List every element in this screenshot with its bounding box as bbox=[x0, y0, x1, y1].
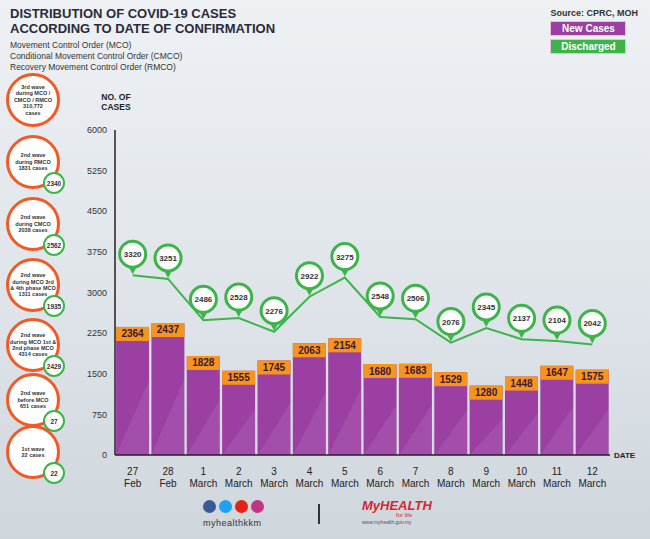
html-text:MyHEALTH: MyHEALTH bbox=[362, 498, 432, 513]
html-text:2038 cases: 2038 cases bbox=[18, 227, 48, 234]
html-text:651 cases: 651 cases bbox=[20, 403, 46, 410]
svg-text:1500: 1500 bbox=[87, 369, 107, 379]
svg-text:6000: 6000 bbox=[87, 125, 107, 135]
svg-text:3750: 3750 bbox=[87, 247, 107, 257]
svg-text:1683: 1683 bbox=[404, 365, 427, 376]
html-text:2nd phase MCO: 2nd phase MCO bbox=[12, 345, 54, 351]
html-text:2429: 2429 bbox=[46, 362, 62, 370]
svg-text:1March: 1March bbox=[189, 466, 217, 489]
svg-text:9March: 9March bbox=[472, 466, 500, 489]
html-text:1311 cases: 1311 cases bbox=[18, 291, 48, 298]
html-text:during CMCO: during CMCO bbox=[15, 220, 51, 227]
svg-text:1555: 1555 bbox=[228, 372, 251, 383]
svg-text:2364: 2364 bbox=[121, 328, 144, 339]
html-text:22 cases: 22 cases bbox=[21, 452, 45, 458]
svg-text:2437: 2437 bbox=[157, 324, 180, 335]
html-text:4314 cases: 4314 cases bbox=[18, 351, 48, 358]
svg-text:750: 750 bbox=[92, 410, 107, 420]
html-text:DATE: DATE bbox=[614, 451, 636, 460]
svg-text:1575: 1575 bbox=[581, 371, 604, 382]
svg-text:3275: 3275 bbox=[336, 253, 354, 262]
svg-text:10March: 10March bbox=[508, 466, 536, 489]
html-text:2nd wave: 2nd wave bbox=[20, 214, 46, 221]
html-text:during MCO /: during MCO / bbox=[15, 90, 51, 97]
html-text:2nd wave: 2nd wave bbox=[20, 152, 46, 159]
svg-text:2922: 2922 bbox=[301, 272, 319, 281]
html-text:22: 22 bbox=[50, 469, 58, 477]
html-text:27: 27 bbox=[50, 417, 58, 425]
html-text:2562: 2562 bbox=[46, 241, 62, 249]
html-text:& 4th phase MCO: & 4th phase MCO bbox=[10, 285, 56, 291]
html-text:2nd wave: 2nd wave bbox=[20, 332, 46, 339]
svg-text:2528: 2528 bbox=[230, 293, 248, 302]
svg-text:4500: 4500 bbox=[87, 206, 107, 216]
svg-text:3March: 3March bbox=[260, 466, 288, 489]
svg-text:2March: 2March bbox=[225, 466, 253, 489]
svg-text:3251: 3251 bbox=[159, 254, 177, 263]
svg-text:1680: 1680 bbox=[369, 366, 392, 377]
svg-text:1647: 1647 bbox=[546, 367, 569, 378]
svg-text:2063: 2063 bbox=[298, 345, 321, 356]
svg-text:1529: 1529 bbox=[440, 374, 463, 385]
html-text:Recovery Movement Control Orde: Recovery Movement Control Order (RMCO) bbox=[10, 62, 176, 72]
svg-text:12March: 12March bbox=[578, 466, 606, 489]
svg-text:1745: 1745 bbox=[263, 362, 286, 373]
svg-text:2486: 2486 bbox=[194, 295, 212, 304]
svg-text:3000: 3000 bbox=[87, 288, 107, 298]
svg-text:2076: 2076 bbox=[442, 318, 460, 327]
html-text:1st wave: 1st wave bbox=[21, 445, 45, 452]
svg-text:11March: 11March bbox=[543, 466, 571, 489]
html-text:www.myhealth.gov.my: www.myhealth.gov.my bbox=[362, 519, 412, 525]
html-text:CMCO / RMCO: CMCO / RMCO bbox=[13, 96, 53, 103]
svg-text:7March: 7March bbox=[402, 466, 430, 489]
html-text:during MCO 3rd: during MCO 3rd bbox=[12, 278, 54, 285]
svg-text:0: 0 bbox=[102, 450, 107, 460]
svg-text:1828: 1828 bbox=[192, 357, 215, 368]
html-text:310,772: 310,772 bbox=[23, 103, 43, 110]
svg-text:2104: 2104 bbox=[548, 316, 566, 325]
html-text:DISTRIBUTION OF COVID-19 CASES: DISTRIBUTION OF COVID-19 CASES ACCORDING… bbox=[10, 6, 275, 36]
svg-text:2548: 2548 bbox=[371, 292, 389, 301]
html-text:2nd wave: 2nd wave bbox=[20, 272, 46, 279]
svg-text:2345: 2345 bbox=[477, 303, 495, 312]
svg-text:27Feb: 27Feb bbox=[124, 466, 142, 489]
html-text:before MCO: before MCO bbox=[17, 396, 49, 403]
html-text:Conditional Movement Control O: Conditional Movement Control Order (CMCO… bbox=[10, 51, 183, 61]
html-text:during MCO 1st &: during MCO 1st & bbox=[9, 338, 57, 345]
svg-text:2276: 2276 bbox=[265, 307, 283, 316]
html-text:1935: 1935 bbox=[46, 302, 62, 310]
html-text:cases: cases bbox=[25, 109, 41, 116]
html-text:during RMCO: during RMCO bbox=[15, 158, 51, 165]
svg-text:5250: 5250 bbox=[87, 166, 107, 176]
svg-text:3320: 3320 bbox=[124, 250, 142, 259]
svg-text:2137: 2137 bbox=[513, 314, 531, 323]
svg-text:4March: 4March bbox=[296, 466, 324, 489]
svg-text:2250: 2250 bbox=[87, 328, 107, 338]
html-text:for life: for life bbox=[396, 512, 413, 518]
svg-text:1448: 1448 bbox=[510, 378, 533, 389]
svg-text:6March: 6March bbox=[366, 466, 394, 489]
html-text:Source: CPRC, MOH: Source: CPRC, MOH bbox=[550, 8, 638, 18]
svg-text:2506: 2506 bbox=[407, 294, 425, 303]
svg-text:5March: 5March bbox=[331, 466, 359, 489]
svg-text:28Feb: 28Feb bbox=[159, 466, 177, 489]
html-text:myhealthkkm: myhealthkkm bbox=[203, 518, 262, 528]
html-text:Discharged: Discharged bbox=[561, 41, 616, 52]
html-text:Movement Control Order (MCO): Movement Control Order (MCO) bbox=[10, 40, 132, 50]
html-text:NO. OF CASES: NO. OF CASES bbox=[101, 92, 131, 112]
svg-text:2154: 2154 bbox=[334, 340, 357, 351]
html-text:New Cases: New Cases bbox=[562, 23, 615, 34]
svg-text:2042: 2042 bbox=[583, 319, 601, 328]
html-text:2340: 2340 bbox=[46, 179, 62, 187]
html-text:2nd wave: 2nd wave bbox=[20, 390, 46, 397]
svg-text:1280: 1280 bbox=[475, 387, 498, 398]
svg-text:8March: 8March bbox=[437, 466, 465, 489]
html-text:3rd wave: 3rd wave bbox=[21, 84, 45, 90]
html-text:1831 cases: 1831 cases bbox=[18, 165, 48, 172]
